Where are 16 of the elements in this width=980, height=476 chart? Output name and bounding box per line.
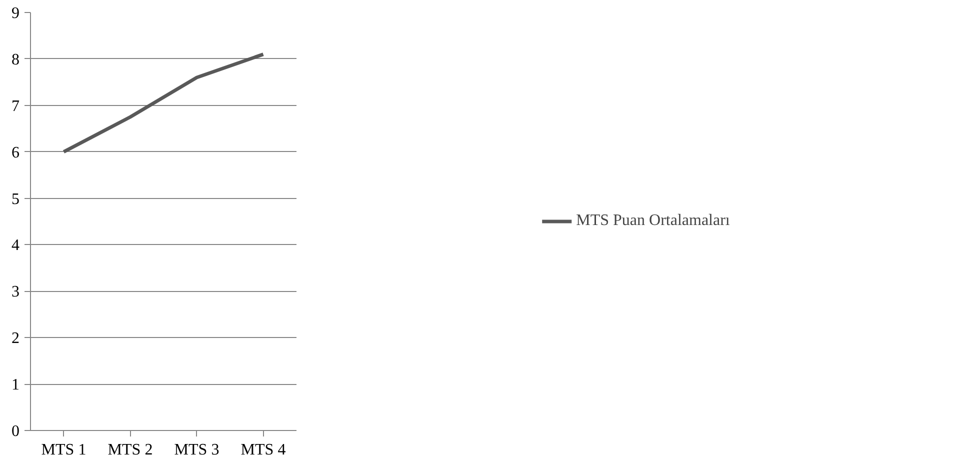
y-tick-label: 5 — [12, 190, 20, 208]
y-tick-label: 3 — [12, 284, 20, 301]
y-tick-label: 4 — [12, 237, 20, 254]
y-tick-label: 2 — [12, 330, 20, 348]
x-tick-label: MTS 1 — [41, 442, 86, 458]
line-series — [62, 52, 265, 154]
y-tick-label: 1 — [12, 376, 20, 394]
legend-label: MTS Puan Ortalamaları — [576, 212, 730, 230]
y-tick-label: 9 — [12, 5, 20, 22]
y-tick-label: 6 — [12, 144, 20, 162]
y-tick-label: 0 — [12, 423, 20, 440]
y-tick-label: 7 — [12, 98, 20, 115]
x-tick-label: MTS 4 — [240, 442, 286, 458]
x-tick-label: MTS 3 — [174, 442, 220, 458]
y-tick-label: 8 — [12, 51, 20, 68]
x-tick-label: MTS 2 — [108, 442, 153, 458]
